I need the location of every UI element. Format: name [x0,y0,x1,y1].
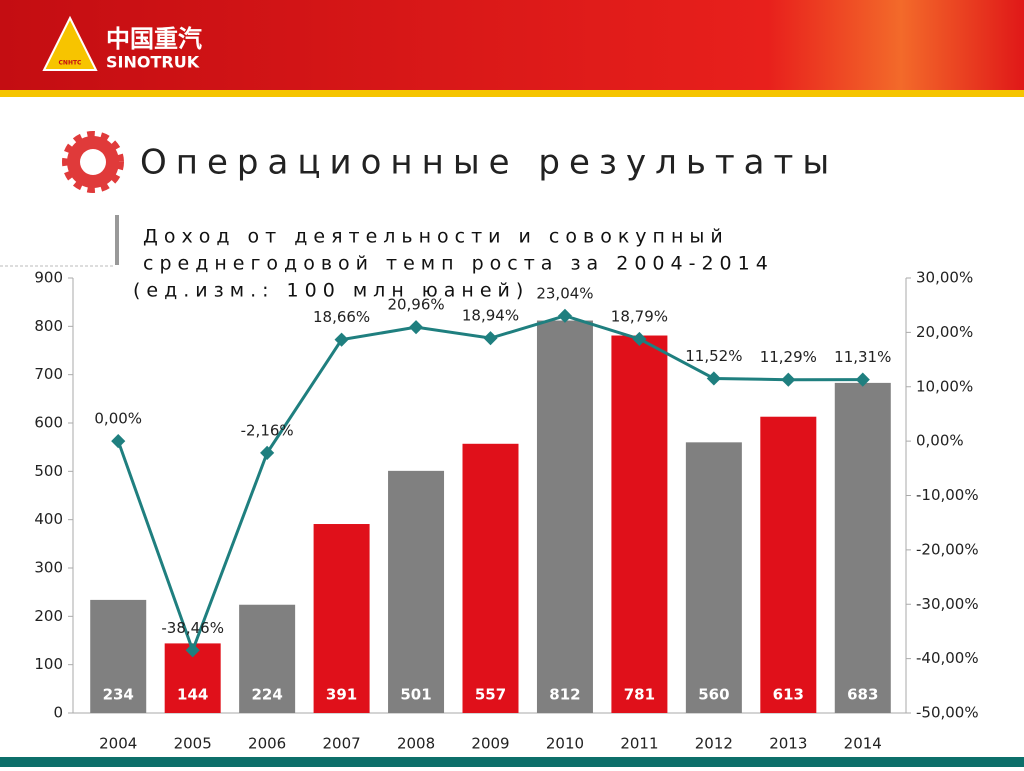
gear-icon [62,131,124,193]
line-label: 20,96% [387,296,444,314]
x-tick-label: 2005 [174,735,212,753]
bar [760,416,817,713]
line-marker [781,372,796,387]
bar [313,524,370,713]
line-label: 11,31% [834,348,891,366]
y2-tick-label: -10,00% [916,486,979,504]
x-tick-label: 2009 [471,735,509,753]
y-tick-label: 300 [34,559,63,577]
bar [239,604,296,713]
y-tick-label: 100 [34,655,63,673]
footer-stripe [0,757,1024,767]
bar [536,320,593,713]
y2-tick-label: -40,00% [916,649,979,667]
line-label: 23,04% [536,284,593,302]
logo-icon [42,15,98,71]
bar-label: 391 [326,686,357,704]
y-tick-label: 800 [34,317,63,335]
slide-title: Операционные результаты [140,143,838,183]
line-marker [260,445,275,460]
header-band [0,0,1024,90]
y-tick-label: 900 [34,269,63,287]
bar-label: 613 [773,686,804,704]
x-tick-label: 2007 [322,735,360,753]
bar-label: 234 [103,686,134,704]
y2-tick-label: 10,00% [916,377,973,395]
line-marker [706,371,721,386]
bar [388,470,445,713]
y2-tick-label: -30,00% [916,595,979,613]
y2-tick-label: 20,00% [916,323,973,341]
x-tick-label: 2006 [248,735,286,753]
logo-badge: CNHTC [59,60,83,67]
bar [462,443,519,713]
line-label: 11,52% [685,347,742,365]
line-label: 18,66% [313,308,370,326]
chart-title: (ед.изм.: 100 млн юаней) [133,280,529,302]
x-tick-label: 2013 [769,735,807,753]
chart-title: среднегодовой темп роста за 2004-2014 [143,253,774,275]
line-label: 0,00% [94,410,142,428]
line-label: 11,29% [760,348,817,366]
y2-tick-label: -50,00% [916,704,979,722]
bar-label: 781 [624,686,655,704]
x-tick-label: 2012 [695,735,733,753]
bar [685,442,742,713]
bar-label: 501 [400,686,431,704]
y-tick-label: 700 [34,365,63,383]
line-marker [632,331,647,347]
header-stripe [0,90,1024,97]
line-label: -2,16% [241,421,294,439]
x-tick-label: 2014 [844,735,882,753]
line-marker [408,320,424,335]
line-label: 18,79% [611,307,668,325]
x-tick-label: 2008 [397,735,435,753]
line-marker [111,434,126,449]
bar-label: 557 [475,686,506,704]
y-tick-label: 500 [34,462,63,480]
line-marker [483,331,498,346]
line-marker [557,308,573,323]
x-tick-label: 2011 [620,735,658,753]
line-label: -38,46% [161,619,224,637]
bar [834,382,891,713]
y2-tick-label: -20,00% [916,540,979,558]
y-tick-label: 200 [34,607,63,625]
x-tick-label: 2004 [99,735,137,753]
x-tick-label: 2010 [546,735,584,753]
logo-en: SINOTRUK [106,53,200,72]
accent-bar [115,215,119,265]
y2-tick-label: 30,00% [916,269,973,287]
chart-title: Доход от деятельности и совокупный [143,226,729,248]
bar-label: 144 [177,686,208,704]
bar-label: 812 [549,686,580,704]
bar-label: 683 [847,686,878,704]
y-tick-label: 400 [34,510,63,528]
line-marker [855,372,870,387]
bar [90,599,147,713]
y-tick-label: 600 [34,414,63,432]
bar-label: 224 [251,686,282,704]
bar-label: 560 [698,686,729,704]
line-marker [334,332,349,347]
bar [611,335,668,713]
y2-tick-label: 0,00% [916,432,964,450]
line-label: 18,94% [462,307,519,325]
logo-cn: 中国重汽 [106,25,202,53]
y-tick-label: 0 [53,704,63,722]
line-marker [185,643,200,658]
